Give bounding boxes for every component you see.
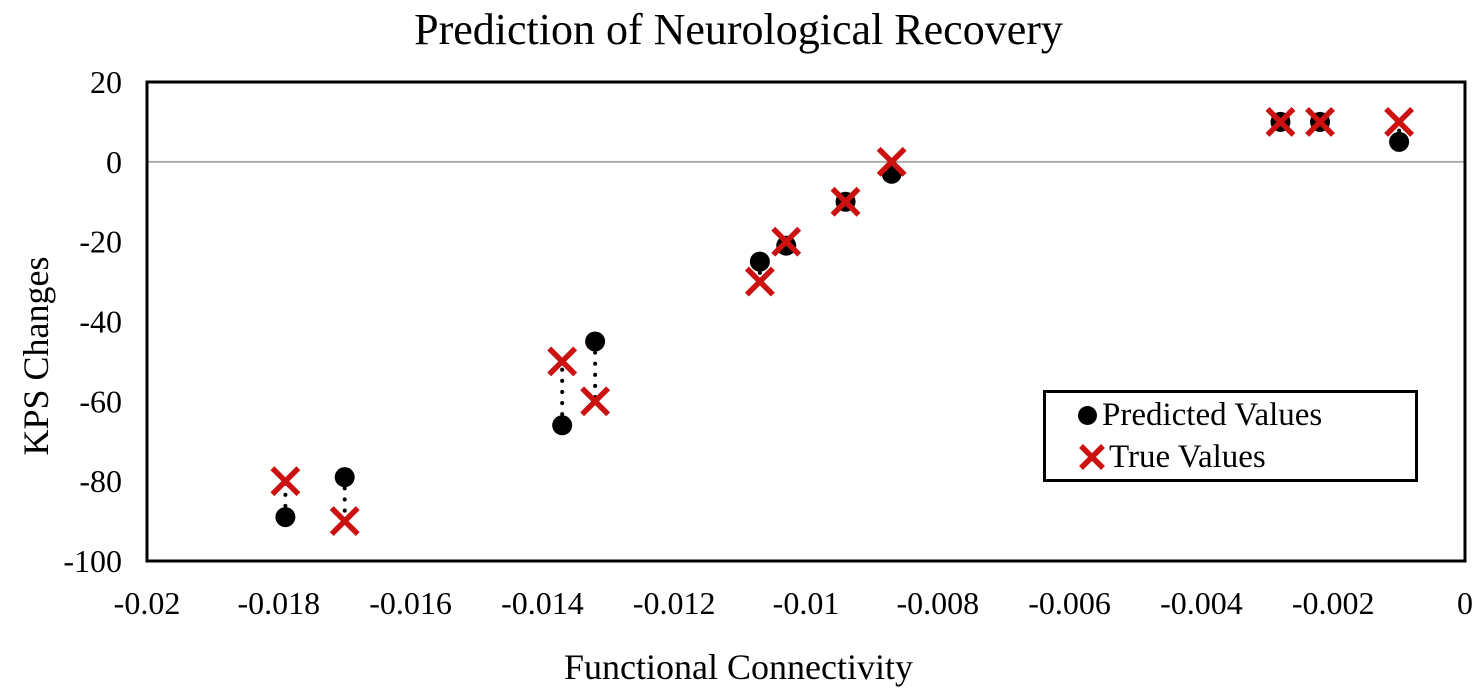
y-tick-label: -40 — [79, 304, 122, 340]
x-tick-label: -0.018 — [237, 585, 320, 621]
x-tick-label: -0.014 — [501, 585, 584, 621]
predicted-point — [334, 467, 355, 488]
legend-item-true: True Values — [1078, 437, 1415, 477]
legend-label-true: True Values — [1109, 439, 1266, 475]
y-tick-label: 20 — [90, 64, 122, 100]
x-tick-label: -0.004 — [1160, 585, 1243, 621]
legend-item-predicted: Predicted Values — [1078, 395, 1415, 435]
x-tick-label: -0.006 — [1028, 585, 1111, 621]
y-tick-label: -60 — [79, 383, 122, 419]
x-marker-icon — [1079, 444, 1105, 470]
true-point — [580, 386, 611, 417]
x-tick-label: -0.002 — [1292, 585, 1375, 621]
predicted-point — [275, 507, 296, 528]
y-tick-label: -20 — [79, 224, 122, 260]
predicted-point — [585, 331, 606, 352]
circle-marker-icon — [1078, 405, 1097, 425]
legend-label-predicted: Predicted Values — [1102, 397, 1323, 433]
true-point — [876, 146, 907, 177]
x-tick-label: -0.016 — [369, 585, 452, 621]
predicted-point — [776, 235, 797, 256]
x-tick-label: -0.012 — [633, 585, 716, 621]
true-point — [744, 266, 775, 297]
predicted-point — [1389, 131, 1410, 152]
y-tick-label: -100 — [63, 543, 122, 579]
true-point — [771, 226, 802, 257]
legend: Predicted Values True Values — [1043, 390, 1418, 482]
true-point — [830, 186, 861, 217]
predicted-point — [552, 415, 573, 436]
true-point — [270, 466, 301, 497]
plot-border — [145, 80, 1467, 563]
true-point — [1265, 106, 1296, 137]
true-point — [1384, 106, 1415, 137]
true-point — [547, 346, 578, 377]
chart-title: Prediction of Neurological Recovery — [414, 5, 1063, 54]
x-tick-label: 0 — [1457, 585, 1473, 621]
x-tick-label: -0.008 — [896, 585, 979, 621]
true-point — [329, 506, 360, 537]
x-tick-label: -0.02 — [114, 585, 181, 621]
x-tick-label: -0.01 — [773, 585, 840, 621]
x-axis-title: Functional Connectivity — [564, 647, 913, 687]
y-tick-label: 0 — [106, 144, 122, 180]
predicted-point — [749, 251, 770, 272]
y-tick-label: -80 — [79, 463, 122, 499]
true-point — [1305, 106, 1335, 137]
